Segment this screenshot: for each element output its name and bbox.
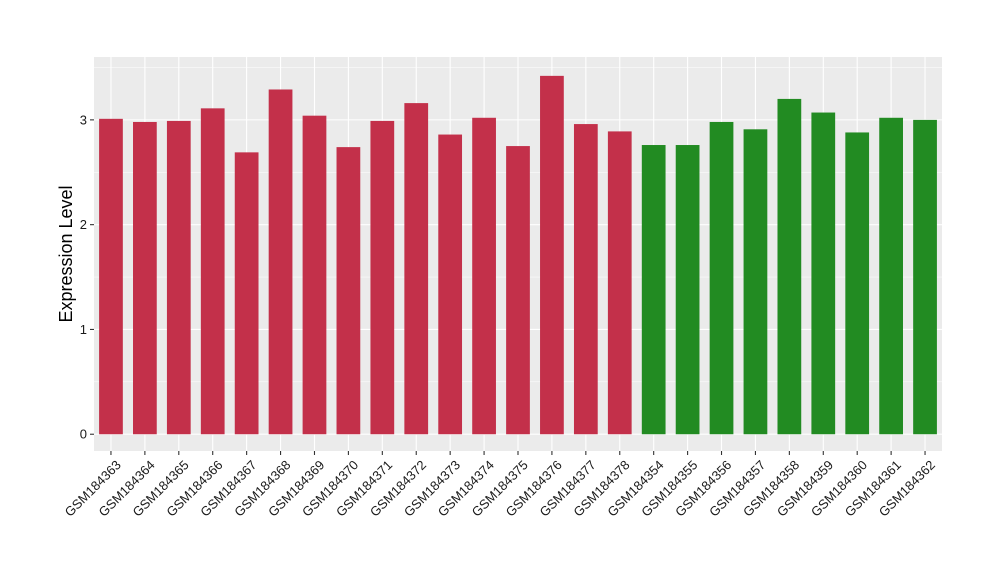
bar-GSM184354 xyxy=(641,145,666,435)
bar-GSM184357 xyxy=(743,129,768,435)
bar-GSM184360 xyxy=(845,132,870,435)
bar-GSM184363 xyxy=(99,118,123,435)
y-axis: 0 1 2 3 xyxy=(80,112,94,442)
bar-GSM184368 xyxy=(268,89,293,435)
bar-GSM184356 xyxy=(709,121,734,435)
bar-GSM184373 xyxy=(438,134,463,435)
bar-GSM184369 xyxy=(302,115,327,435)
bar-GSM184375 xyxy=(506,146,530,435)
bar-GSM184362 xyxy=(913,119,937,435)
bar-GSM184358 xyxy=(777,98,802,435)
bar-GSM184378 xyxy=(607,131,632,435)
y-tick-label: 3 xyxy=(80,112,87,127)
x-axis: GSM184363GSM184364GSM184365GSM184366GSM1… xyxy=(62,451,938,520)
y-tick-label: 2 xyxy=(80,217,87,232)
bar-GSM184365 xyxy=(166,120,191,435)
bar-GSM184377 xyxy=(573,124,598,435)
bars xyxy=(99,75,937,435)
bar-GSM184359 xyxy=(811,112,836,435)
bar-GSM184355 xyxy=(675,145,700,435)
y-tick-label: 1 xyxy=(80,322,87,337)
bar-GSM184374 xyxy=(472,117,496,435)
y-axis-title: Expression Level xyxy=(56,185,76,322)
bar-GSM184366 xyxy=(200,108,225,435)
bar-GSM184367 xyxy=(234,152,259,435)
y-tick-label: 0 xyxy=(80,427,87,442)
bar-GSM184376 xyxy=(540,75,564,435)
bar-GSM184371 xyxy=(370,120,395,435)
bar-GSM184361 xyxy=(879,117,903,435)
bar-GSM184372 xyxy=(404,103,429,435)
bar-GSM184370 xyxy=(336,147,361,435)
bar-GSM184364 xyxy=(133,121,157,435)
